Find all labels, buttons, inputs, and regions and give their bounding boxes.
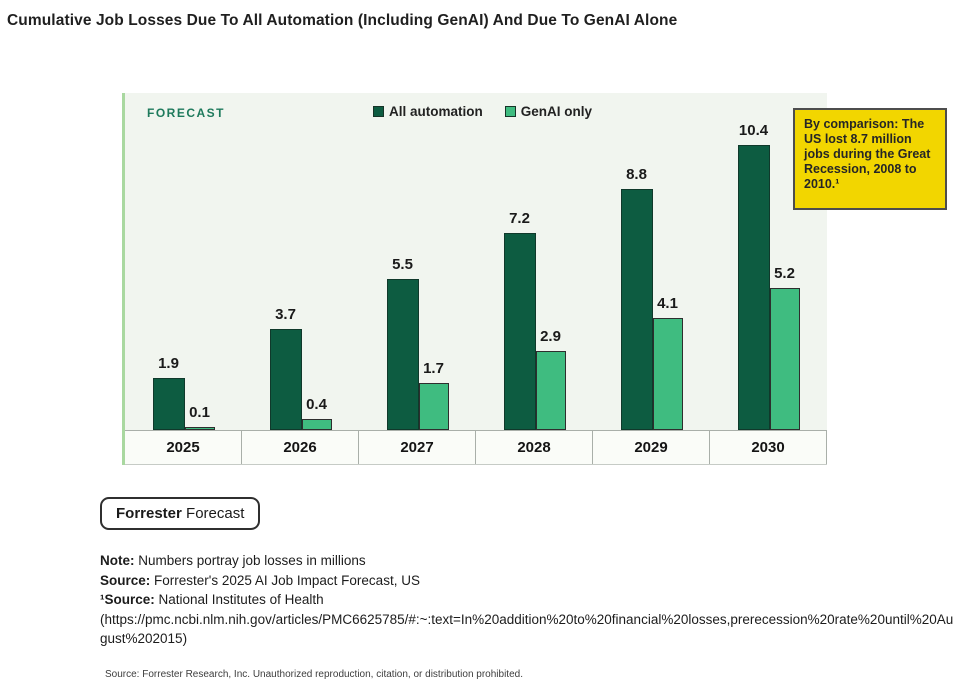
year-group-2026: 3.7 0.4: [242, 93, 359, 430]
bar-value-label: 4.1: [657, 295, 678, 312]
x-axis-label-2028: 2028: [476, 431, 593, 464]
bar-all-automation-2029: [620, 189, 653, 430]
note-line: Note: Numbers portray job losses in mill…: [100, 551, 960, 571]
chart-panel: FORECAST All automation GenAI only 1.9 0.…: [122, 93, 827, 465]
x-axis-label-2025: 2025: [125, 431, 242, 464]
copyright-footer: Source: Forrester Research, Inc. Unautho…: [105, 669, 523, 680]
bar-value-label: 1.9: [158, 355, 179, 372]
chart-title: Cumulative Job Losses Due To All Automat…: [7, 12, 678, 29]
legend-label-all-automation: All automation: [389, 104, 483, 119]
bar-value-label: 3.7: [275, 306, 296, 323]
plot-area: 1.9 0.1 3.7 0.4 5.5 1.7 7.2 2.9 8.8 4.1 10.4 5.2: [125, 93, 827, 430]
bar-value-label: 10.4: [738, 122, 769, 139]
source2-url: (https://pmc.ncbi.nlm.nih.gov/articles/P…: [100, 611, 954, 647]
chart-legend: All automation GenAI only: [373, 104, 592, 119]
button-label-bold: Forrester: [116, 505, 182, 522]
x-axis-label-2030: 2030: [710, 431, 827, 464]
bar-genai-only-2030: [769, 288, 800, 430]
bar-genai-only-2029: [652, 318, 683, 430]
year-group-2028: 7.2 2.9: [476, 93, 593, 430]
x-axis-label-2026: 2026: [242, 431, 359, 464]
bar-genai-only-2026: [301, 419, 332, 430]
bar-genai-only-2028: [535, 351, 566, 430]
notes-block: Note: Numbers portray job losses in mill…: [100, 551, 960, 649]
legend-item-all-automation: All automation: [373, 104, 483, 119]
legend-swatch-genai-only: [504, 106, 516, 117]
bar-value-label: 5.2: [774, 265, 795, 282]
bar-genai-only-2027: [418, 383, 449, 430]
year-group-2027: 5.5 1.7: [359, 93, 476, 430]
year-group-2029: 8.8 4.1: [593, 93, 710, 430]
note-label: Note:: [100, 553, 135, 568]
bar-value-label: 7.2: [509, 210, 530, 227]
bar-all-automation-2027: [386, 279, 419, 430]
forrester-forecast-button[interactable]: Forrester Forecast: [100, 497, 261, 530]
bar-all-automation-2025: [152, 378, 185, 430]
bar-value-label: 5.5: [392, 256, 413, 273]
x-axis-label-2029: 2029: [593, 431, 710, 464]
bar-all-automation-2026: [269, 329, 302, 430]
bar-value-label: 2.9: [540, 328, 561, 345]
bar-all-automation-2030: [737, 145, 770, 430]
source-label: Source:: [100, 572, 151, 588]
bar-all-automation-2028: [503, 233, 536, 430]
source-line: Source: Forrester's 2025 AI Job Impact F…: [100, 571, 960, 591]
bar-value-label: 0.1: [189, 404, 210, 421]
bar-value-label: 8.8: [626, 166, 647, 183]
source2-text: National Institutes of Health: [154, 592, 324, 607]
source-text: Forrester's 2025 AI Job Impact Forecast,…: [150, 572, 420, 588]
legend-item-genai-only: GenAI only: [504, 104, 593, 119]
bar-genai-only-2025: [184, 427, 215, 430]
forecast-label: FORECAST: [147, 106, 225, 120]
bar-value-label: 1.7: [423, 360, 444, 377]
note-text: Numbers portray job losses in millions: [134, 553, 366, 568]
x-axis-label-2027: 2027: [359, 431, 476, 464]
source2-label: ¹Source:: [100, 592, 155, 607]
year-group-2030: 10.4 5.2: [710, 93, 827, 430]
source2-line: ¹Source: National Institutes of Health: [100, 590, 960, 610]
legend-swatch-all-automation: [373, 106, 384, 117]
legend-label-genai-only: GenAI only: [520, 104, 593, 119]
x-axis-band: 2025 2026 2027 2028 2029 2030: [125, 430, 827, 465]
button-label-regular: Forecast: [181, 505, 245, 522]
comparison-callout: By comparison: The US lost 8.7 million j…: [793, 108, 947, 210]
year-group-2025: 1.9 0.1: [125, 93, 242, 430]
bar-value-label: 0.4: [306, 396, 327, 413]
